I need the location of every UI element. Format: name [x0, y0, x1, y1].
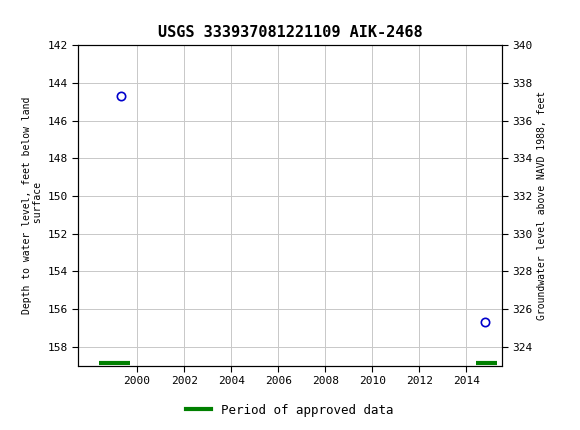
- Text: ≡: ≡: [3, 8, 21, 28]
- Title: USGS 333937081221109 AIK-2468: USGS 333937081221109 AIK-2468: [158, 25, 422, 40]
- Y-axis label: Groundwater level above NAVD 1988, feet: Groundwater level above NAVD 1988, feet: [536, 91, 546, 320]
- Text: USGS: USGS: [28, 11, 64, 26]
- Legend: Period of approved data: Period of approved data: [181, 399, 399, 421]
- Y-axis label: Depth to water level, feet below land
 surface: Depth to water level, feet below land su…: [22, 97, 44, 314]
